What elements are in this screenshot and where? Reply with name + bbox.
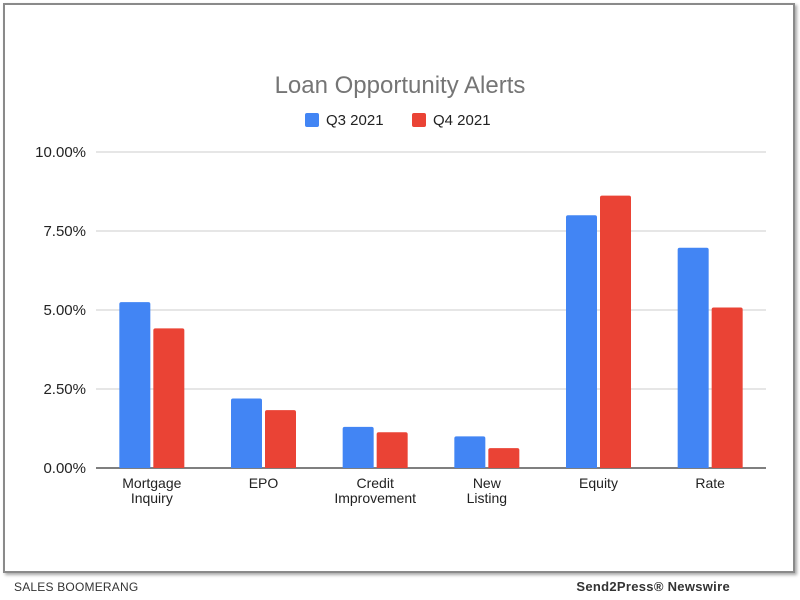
bar-q3-2021 bbox=[566, 215, 597, 468]
footer-credit: Send2Press® Newswire bbox=[576, 579, 730, 594]
bar-q3-2021 bbox=[342, 426, 374, 468]
y-axis: 0.00% 2.50% 5.00% 7.50% 10.00% bbox=[35, 144, 86, 477]
bar-q3-2021 bbox=[231, 398, 262, 468]
bar-q4-2021 bbox=[376, 432, 408, 468]
x-axis: Mortgage Inquiry EPO Credit Improvement New Li… bbox=[122, 475, 725, 506]
bar-q4-2021 bbox=[600, 195, 631, 468]
x-tick-label: Equity bbox=[579, 475, 618, 491]
x-tick-label: Mortgage Inquiry bbox=[122, 475, 181, 506]
legend-label: Q4 2021 bbox=[433, 112, 491, 129]
bar-q4-2021 bbox=[488, 448, 520, 468]
x-tick-label: EPO bbox=[249, 475, 279, 491]
gridlines bbox=[96, 151, 766, 469]
legend-label: Q3 2021 bbox=[326, 112, 384, 129]
legend-item: Q4 2021 bbox=[412, 112, 491, 129]
legend-item: Q3 2021 bbox=[305, 112, 384, 129]
chart-card bbox=[3, 3, 795, 573]
bar-q4-2021 bbox=[265, 410, 296, 468]
x-tick-label: Rate bbox=[695, 475, 725, 491]
chart-title: Loan Opportunity Alerts bbox=[275, 72, 526, 99]
bars bbox=[119, 195, 743, 468]
bar-q3-2021 bbox=[454, 436, 486, 468]
bar-q3-2021 bbox=[677, 247, 709, 468]
legend-swatch bbox=[305, 113, 319, 127]
bar-q4-2021 bbox=[711, 307, 743, 468]
bar-q3-2021 bbox=[119, 302, 151, 468]
y-tick-label: 0.00% bbox=[43, 460, 86, 477]
footer-source: SALES BOOMERANG bbox=[14, 580, 139, 594]
y-tick-label: 10.00% bbox=[35, 144, 86, 161]
y-tick-label: 2.50% bbox=[43, 381, 86, 398]
legend: Q3 2021 Q4 2021 bbox=[305, 112, 491, 129]
bar-q4-2021 bbox=[153, 328, 185, 468]
x-tick-label: New Listing bbox=[467, 475, 507, 506]
y-tick-label: 5.00% bbox=[43, 302, 86, 319]
x-tick-label: Credit Improvement bbox=[334, 475, 416, 506]
y-tick-label: 7.50% bbox=[43, 223, 86, 240]
legend-swatch bbox=[412, 113, 426, 127]
